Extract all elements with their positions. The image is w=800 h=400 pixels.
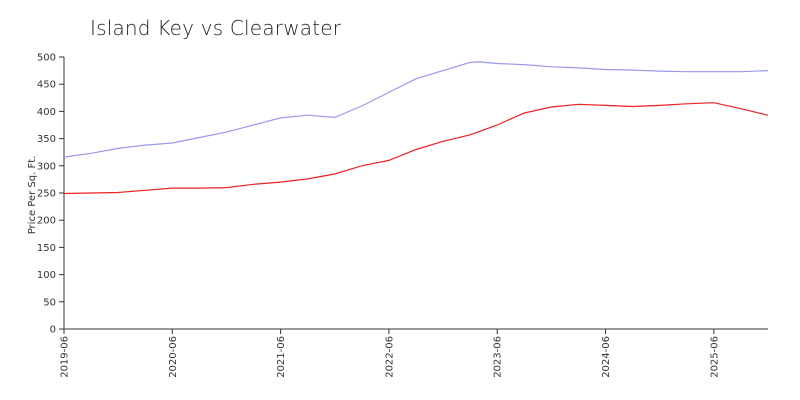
y-tick-label: 200	[37, 216, 56, 227]
series-line-2	[63, 102, 769, 195]
y-tick-label: 150	[37, 243, 56, 254]
y-tick-label: 250	[37, 189, 56, 200]
y-tick-label: 400	[37, 107, 56, 118]
x-tick-label: 2023-06	[493, 336, 504, 378]
y-axis: 0 50 100 150 200 250 300 350 400 450 500	[37, 53, 65, 336]
y-tick-label: 50	[43, 297, 56, 308]
x-tick-label: 2020-06	[168, 336, 179, 378]
series-line-1	[63, 61, 769, 158]
x-axis: 2019-06 2020-06 2021-06 2022-06 2023-06 2024-…	[60, 328, 768, 378]
x-tick-label: 2025-06	[709, 336, 720, 378]
x-tick-label: 2022-06	[384, 336, 395, 378]
y-tick-label: 500	[37, 53, 56, 64]
x-tick-label: 2019-06	[60, 336, 71, 378]
y-tick-label: 450	[37, 80, 56, 91]
x-tick-label: 2021-06	[276, 336, 287, 378]
y-axis-label: Price Per Sq. Ft.	[27, 156, 38, 235]
series-layer	[63, 61, 769, 195]
y-tick-label: 100	[37, 270, 56, 281]
y-tick-label: 0	[50, 325, 56, 336]
y-tick-label: 300	[37, 161, 56, 172]
y-tick-label: 350	[37, 134, 56, 145]
x-tick-label: 2024-06	[601, 336, 612, 378]
chart-title: Island Key vs Clearwater	[90, 16, 342, 40]
